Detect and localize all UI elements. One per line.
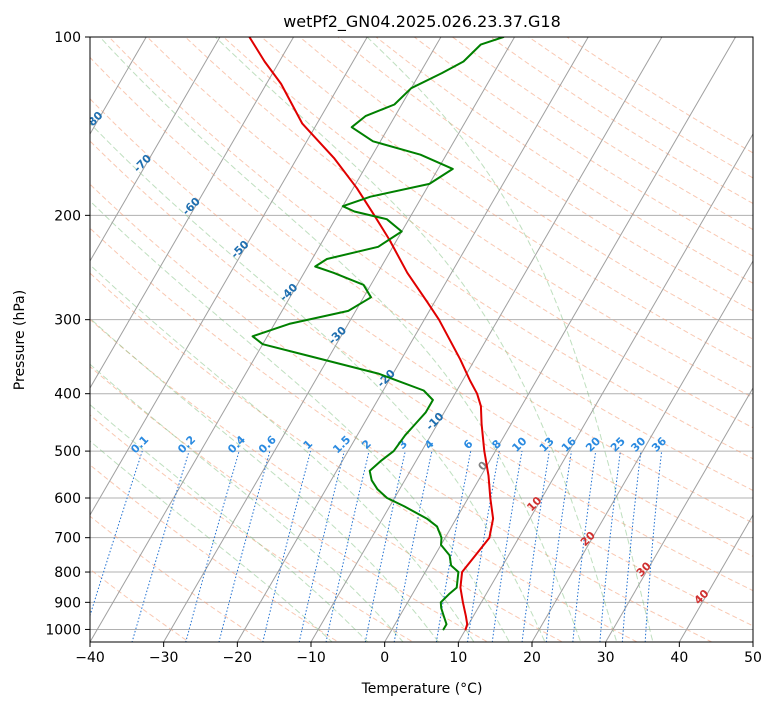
mixing-ratio-line: [185, 450, 240, 642]
y-tick-label: 1000: [45, 622, 81, 638]
dry-adiabats: [90, 37, 753, 642]
x-axis: −40 −30 −20 −10 0 10 20 30 40 50: [75, 642, 762, 666]
dry-adiabat: [299, 37, 753, 340]
dry-adiabat: [90, 515, 265, 642]
x-tick-label: −30: [149, 650, 179, 666]
moist-adiabat: [90, 363, 404, 642]
dry-adiabat: [337, 37, 753, 312]
mixing-ratio-line: [572, 451, 597, 642]
skewed-isotherms: [90, 37, 753, 642]
dry-adiabat: [108, 37, 753, 492]
mixing-ratio-line: [218, 450, 271, 642]
moist-adiabat: [99, 37, 582, 642]
mixing-ratio-line: [262, 450, 311, 642]
dry-adiabat: [90, 272, 639, 642]
dry-adiabat: [90, 98, 753, 557]
y-tick-label: 600: [54, 491, 81, 507]
y-tick-label: 900: [54, 595, 81, 611]
dry-adiabat: [90, 568, 190, 642]
mixing-ratio-line: [545, 451, 572, 642]
mixing-ratio-line: [521, 451, 550, 642]
x-tick-label: 20: [523, 650, 541, 666]
mixing-ratio-line: [644, 451, 663, 642]
plot-frame: [89, 36, 754, 643]
mixing-ratio-line: [621, 451, 642, 642]
isotherm-line: [384, 37, 737, 642]
isotherm-line: [163, 37, 516, 642]
moist-adiabat: [90, 122, 546, 642]
profile-series: [248, 37, 505, 631]
isotherm-line: [531, 259, 753, 642]
moist-adiabat: [90, 403, 369, 642]
moist-adiabat: [215, 37, 618, 642]
mixing-ratio-line: [435, 451, 472, 642]
isotherm-line: [605, 386, 753, 642]
isotherm-line: [90, 37, 368, 516]
x-tick-label: 50: [744, 650, 762, 666]
mixing-ratio-line: [393, 450, 433, 642]
mixing-ratio-line: [364, 450, 406, 642]
y-tick-label: 400: [54, 387, 81, 403]
x-tick-label: 40: [670, 650, 688, 666]
x-tick-label: −10: [296, 650, 326, 666]
dry-adiabat: [90, 365, 489, 642]
dry-adiabat: [90, 414, 414, 642]
dry-adiabat: [90, 318, 564, 642]
dry-adiabat: [90, 464, 340, 642]
x-tick-label: 10: [449, 650, 467, 666]
isotherm-line: [90, 37, 147, 135]
dry-adiabat: [90, 183, 753, 627]
isotherm-line: [310, 37, 663, 642]
dry-adiabat: [146, 37, 753, 460]
y-tick-label: 100: [54, 30, 81, 46]
isotherm-line: [90, 37, 295, 389]
mixing-ratio-line: [90, 450, 143, 618]
x-tick-label: 30: [597, 650, 615, 666]
moist-adiabat: [90, 264, 475, 642]
isotherm-line: [457, 132, 753, 642]
y-axis-label: Pressure (hPa): [12, 290, 28, 390]
y-tick-label: 800: [54, 565, 81, 581]
y-tick-label: 300: [54, 313, 81, 329]
y-tick-label: 500: [54, 444, 81, 460]
isotherm-line: [236, 37, 589, 642]
dewpoint-line: [251, 37, 505, 631]
x-tick-label: −40: [75, 650, 105, 666]
mixing-ratio-line: [131, 450, 190, 642]
moist-adiabats: [90, 37, 654, 642]
mixing-ratio-line: [298, 450, 345, 642]
moist-adiabat: [90, 440, 333, 642]
isotherm-line: [90, 37, 221, 262]
mixing-ratio-line: [491, 451, 523, 642]
y-tick-label: 700: [54, 531, 81, 547]
isotherm-line: [678, 513, 753, 642]
mixing-ratio-line: [599, 451, 621, 642]
x-tick-label: 0: [380, 650, 389, 666]
moist-adiabat: [366, 37, 654, 642]
moist-adiabat: [90, 200, 510, 642]
x-axis-label: Temperature (°C): [361, 681, 483, 697]
chart-title: wetPf2_GN04.2025.026.23.37.G18: [283, 12, 561, 32]
dry-adiabat: [90, 227, 713, 642]
mixing-ratio-line: [325, 450, 370, 642]
temperature-line: [248, 37, 495, 631]
y-tick-label: 200: [54, 208, 81, 224]
y-axis: 100 200 300 400 500 600 700 800 900 1000: [45, 30, 90, 638]
x-tick-label: −20: [223, 650, 253, 666]
